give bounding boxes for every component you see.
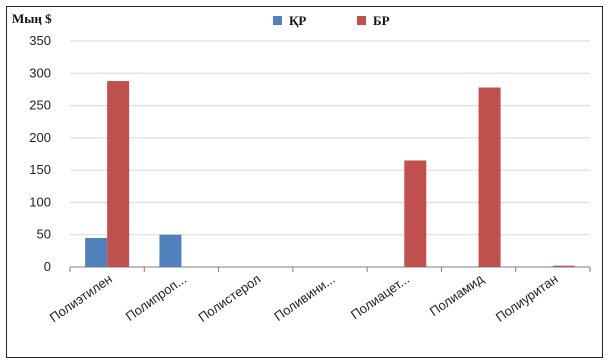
legend-swatch: [357, 16, 366, 25]
bar-kr: [85, 237, 108, 267]
chart-frame: [6, 6, 603, 358]
bar-br: [478, 87, 501, 268]
x-tick-label: Полиуритан: [493, 271, 561, 325]
x-tick-label: Полипроп...: [123, 271, 189, 324]
y-tick-label: 150: [29, 162, 51, 177]
legend-label: БР: [373, 13, 390, 28]
x-tick-label: Полиамид: [427, 271, 487, 319]
y-axis-label: Мың $: [12, 11, 52, 26]
bar-kr: [159, 234, 182, 267]
x-tick-label: Поливини...: [271, 271, 337, 324]
bar-br: [552, 265, 575, 267]
y-tick-label: 300: [29, 65, 51, 80]
y-tick-label: 50: [37, 227, 51, 242]
y-tick-label: 100: [29, 194, 51, 209]
legend-swatch: [273, 16, 282, 25]
x-tick-label: Полистерол: [195, 271, 263, 325]
legend: ҚР БР: [273, 13, 390, 28]
y-tick-label: 250: [29, 98, 51, 113]
x-tick-label: Полиэтилен: [47, 271, 115, 325]
y-tick-label: 0: [44, 259, 51, 274]
y-tick-label: 350: [29, 33, 51, 48]
y-tick-labels: 0 50 100 150 200 250 300 350: [29, 33, 51, 274]
x-tick-labels: Полиэтилен Полипроп... Полистерол Поливини.…: [47, 271, 561, 325]
gridlines: [69, 40, 591, 272]
y-tick-label: 200: [29, 130, 51, 145]
bar-br: [404, 160, 427, 267]
x-tick-label: Полиацет...: [348, 271, 412, 322]
bar-br: [107, 81, 130, 267]
bars: [85, 81, 575, 268]
legend-label: ҚР: [289, 13, 306, 28]
